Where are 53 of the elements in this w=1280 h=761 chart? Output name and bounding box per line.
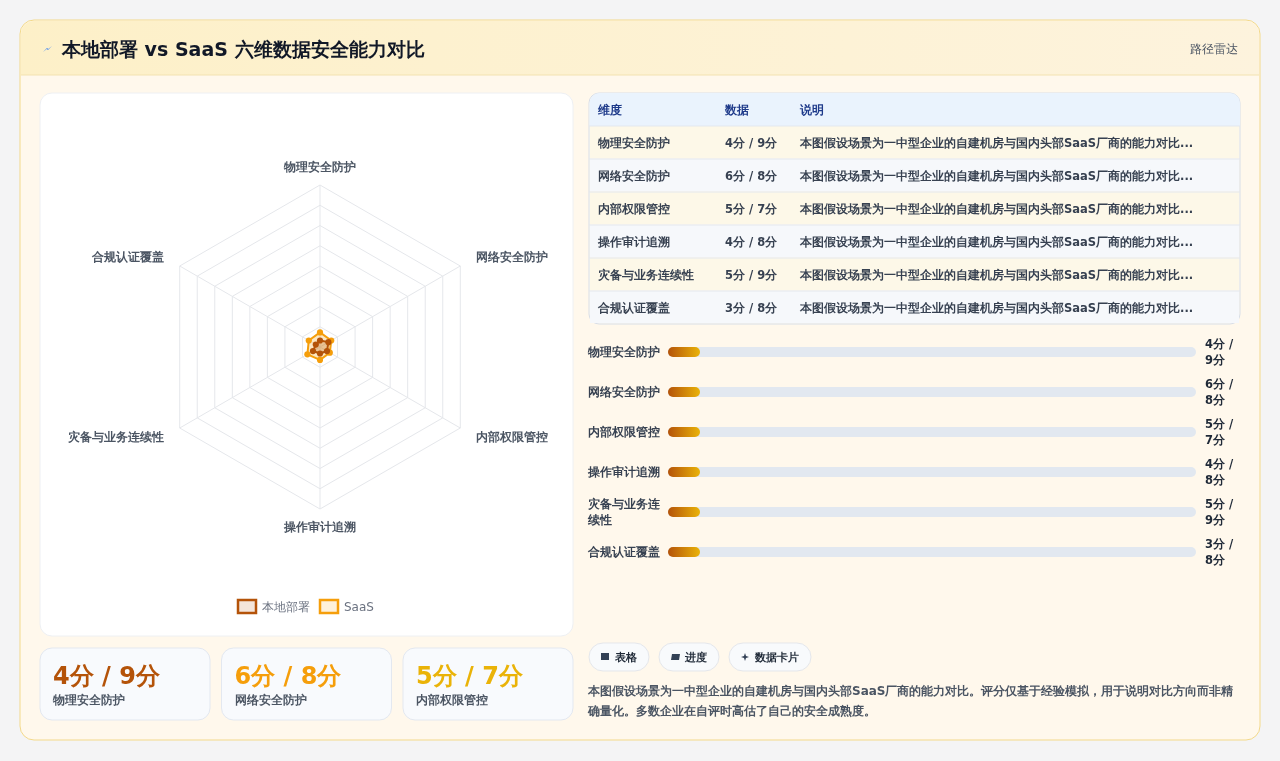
category-label: 数据 (724, 103, 749, 117)
spoke-label: 灾备与业务连续性 (68, 430, 165, 444)
category-label: 说明 (799, 103, 824, 117)
legend-label: SaaS (344, 600, 374, 614)
spoke-label: 合规认证覆盖 (91, 250, 165, 264)
text: 本图假设场景为一中型企业的自建机房与国内头部SaaS厂商的能力对比... (800, 268, 1194, 282)
text: 网络安全防护 (598, 169, 670, 183)
spoke-label: 操作审计追溯 (283, 520, 356, 534)
category-label: 物理安全防护 (587, 345, 660, 359)
text: 3分 / 8分 (725, 301, 778, 315)
text: 3分 / 8分 (1205, 537, 1234, 567)
text: 5分 / 7分 (416, 662, 523, 690)
text: 本图假设场景为一中型企业的自建机房与国内头部SaaS厂商的能力对比... (800, 235, 1194, 249)
text: 4分 / 8分 (725, 235, 778, 249)
text: 6分 / 8分 (725, 169, 778, 183)
text: 路径雷达 (1190, 42, 1238, 56)
category-label: 内部权限管控 (416, 693, 488, 707)
text: 灾备与业务连续性 (598, 268, 694, 282)
text: 5分 / 9分 (1205, 497, 1234, 527)
text: 5分 / 7分 (725, 202, 778, 216)
category-label: 内部权限管控 (588, 425, 660, 439)
text: 表格 (614, 651, 638, 663)
category-label: 网络安全防护 (234, 693, 307, 707)
category-label: 合规认证覆盖 (587, 545, 660, 559)
text: 6分 / 8分 (1205, 377, 1234, 407)
category-label: 维度 (597, 103, 622, 117)
text: 5分 / 7分 (1205, 417, 1234, 447)
category-label: 操作审计追溯 (587, 465, 660, 479)
category-label: 灾备与业务连续性 (587, 497, 660, 527)
spoke-label: 物理安全防护 (283, 160, 356, 174)
text: 4分 / 8分 (1205, 457, 1234, 487)
text: 物理安全防护 (598, 136, 670, 150)
spoke-label: 内部权限管控 (475, 430, 548, 444)
text: 本图假设场景为一中型企业的自建机房与国内头部SaaS厂商的能力对比... (800, 301, 1194, 315)
text: 进度 (684, 651, 707, 663)
text: 4分 / 9分 (53, 662, 160, 690)
text: 合规认证覆盖 (598, 301, 670, 315)
category-label: 网络安全防护 (588, 385, 660, 399)
text: 本图假设场景为一中型企业的自建机房与国内头部SaaS厂商的能力对比... (800, 169, 1194, 183)
text: 4分 / 9分 (725, 136, 778, 150)
category-label: 物理安全防护 (52, 693, 125, 707)
text: 内部权限管控 (598, 202, 670, 216)
text: 6分 / 8分 (234, 662, 342, 690)
text: 4分 / 9分 (1205, 337, 1234, 367)
text: 本图假设场景为一中型企业的自建机房与国内头部SaaS厂商的能力对比... (800, 136, 1194, 150)
text: 本图假设场景为一中型企业的自建机房与国内头部SaaS厂商的能力对比... (800, 202, 1194, 216)
text: 本地部署 vs SaaS 六维数据安全能力对比 (61, 38, 425, 60)
text: 5分 / 9分 (725, 268, 778, 282)
text: 本图假设场景为一中型企业的自建机房与国内头部SaaS厂商的能力对比。评分仅基于经验模拟，用于说明对比方向而非精确量化。多数企业在自评时高估了自己的安全成熟度。 (587, 684, 1234, 718)
spoke-label: 网络安全防护 (475, 250, 548, 264)
text: 数据卡片 (754, 651, 799, 663)
text: 操作审计追溯 (598, 235, 670, 249)
legend-label: 本地部署 (262, 600, 310, 614)
